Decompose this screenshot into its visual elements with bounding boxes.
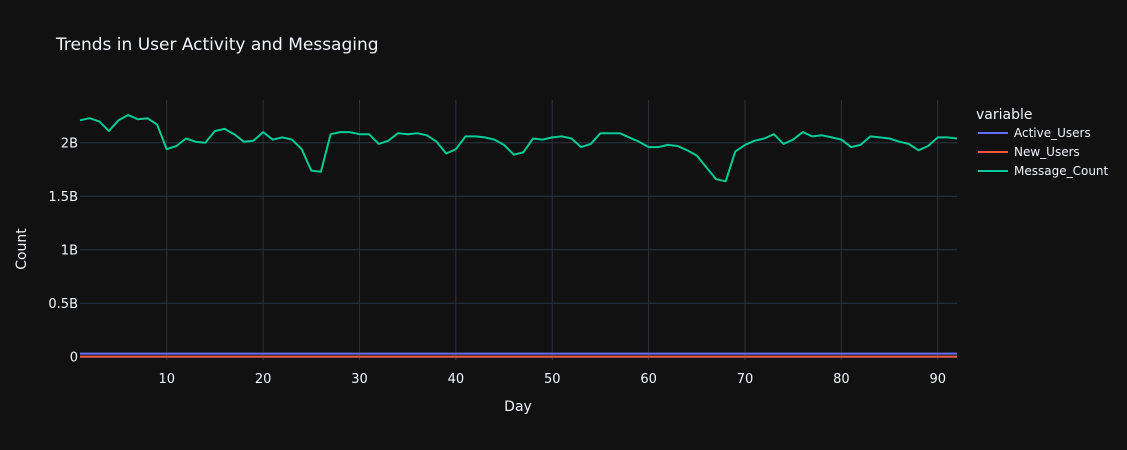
y-tick-label: 1B bbox=[61, 243, 78, 258]
x-tick-label: 80 bbox=[833, 372, 850, 387]
x-tick-label: 30 bbox=[351, 372, 368, 387]
legend-item-active-users[interactable]: Active_Users bbox=[978, 126, 1091, 140]
y-tick-label: 0.5B bbox=[48, 297, 78, 312]
series-lines bbox=[79, 114, 958, 358]
series-line-message-count bbox=[79, 114, 958, 183]
legend[interactable]: variable Active_Users New_Users Message_Co… bbox=[976, 107, 1109, 178]
legend-label: Message_Count bbox=[1014, 164, 1109, 178]
y-axis-label: Count bbox=[14, 228, 30, 270]
x-tick-label: 70 bbox=[737, 372, 754, 387]
legend-title: variable bbox=[976, 107, 1032, 123]
x-tick-label: 40 bbox=[448, 372, 465, 387]
legend-items[interactable]: Active_Users New_Users Message_Count bbox=[978, 126, 1109, 178]
legend-item-message-count[interactable]: Message_Count bbox=[978, 164, 1109, 178]
x-tick-label: 10 bbox=[158, 372, 175, 387]
x-tick-label: 20 bbox=[255, 372, 272, 387]
legend-item-new-users[interactable]: New_Users bbox=[978, 145, 1080, 159]
x-tick-label: 60 bbox=[640, 372, 657, 387]
x-tick-label: 90 bbox=[929, 372, 946, 387]
y-tick-label: 0 bbox=[70, 350, 78, 365]
y-tick-label: 2B bbox=[61, 136, 78, 151]
chart-title: Trends in User Activity and Messaging bbox=[55, 35, 379, 55]
x-axis-ticks: 10 20 30 40 50 60 70 80 90 bbox=[158, 372, 946, 387]
grid-lines bbox=[80, 100, 957, 360]
x-tick-label: 50 bbox=[544, 372, 561, 387]
x-axis-label: Day bbox=[504, 399, 532, 415]
y-tick-label: 1.5B bbox=[48, 190, 78, 205]
legend-label: Active_Users bbox=[1014, 126, 1091, 140]
y-axis-ticks: 0 0.5B 1B 1.5B 2B bbox=[48, 136, 78, 365]
legend-label: New_Users bbox=[1014, 145, 1080, 159]
